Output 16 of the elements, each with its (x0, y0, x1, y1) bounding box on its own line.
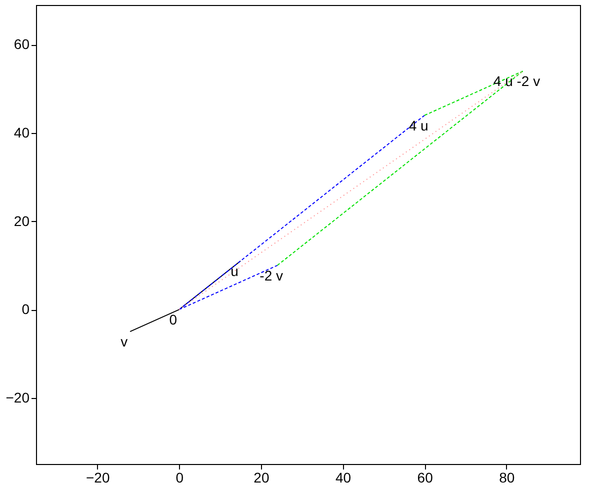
y-tick-label: −20 (6, 389, 30, 406)
y-tick-label: 60 (14, 36, 30, 52)
annotation: u (230, 262, 238, 279)
y-tick-label: 20 (14, 212, 30, 229)
y-tick-label: 40 (14, 124, 30, 140)
annotation: v (120, 334, 128, 350)
annotation: -2 v (260, 267, 283, 284)
x-tick-label: 20 (254, 470, 270, 486)
annotation: 0 (169, 312, 178, 328)
x-tick-label: −20 (86, 470, 110, 486)
x-tick-label: 40 (335, 470, 352, 486)
x-tick-label: 60 (417, 470, 434, 486)
x-tick-label: 80 (499, 470, 515, 486)
annotation: 4 u (408, 117, 428, 134)
x-tick-label: 0 (176, 470, 184, 486)
y-tick-label: 0 (22, 301, 30, 318)
